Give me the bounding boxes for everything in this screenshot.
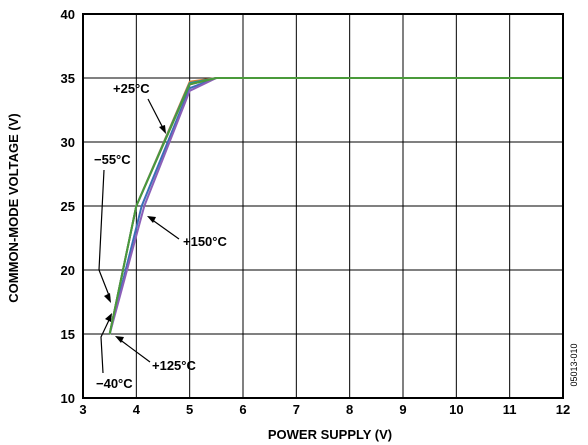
annotation-plus150: +150°C [183,234,227,249]
y-tick-label: 15 [61,327,75,342]
x-tick-labels: 3 4 5 6 7 8 9 10 11 12 [79,402,570,417]
x-tick-label: 9 [399,402,406,417]
annotation-plus150-arrowhead [147,216,156,223]
x-tick-label: 4 [133,402,141,417]
annotations: +25°C −55°C +150°C +125°C −40°C [94,81,227,391]
x-tick-label: 6 [239,402,246,417]
annotation-minus40: −40°C [96,376,133,391]
annotation-plus25: +25°C [113,81,150,96]
y-tick-label: 10 [61,391,75,406]
annotation-minus55-leader [98,169,111,299]
annotation-plus150-arrow [150,218,180,240]
y-tick-label: 20 [61,263,75,278]
annotation-plus25-arrow [147,98,165,131]
annotation-plus25-arrowhead [159,125,166,134]
y-tick-labels: 10 15 20 25 30 35 40 [61,7,75,406]
gridlines [82,13,564,399]
x-tick-label: 8 [346,402,353,417]
annotation-plus125-arrow [118,338,151,363]
y-tick-label: 25 [61,199,75,214]
annotation-minus40-leader [100,317,111,374]
series-line-5 [108,77,563,335]
x-tick-label: 7 [293,402,300,417]
series-lines [108,77,563,335]
annotation-minus40-arrowhead [105,313,112,322]
x-tick-label: 5 [186,402,193,417]
x-tick-label: 12 [556,402,570,417]
plot-frame [82,13,564,399]
annotation-plus125: +125°C [152,358,196,373]
y-tick-label: 30 [61,135,75,150]
x-tick-label: 10 [449,402,463,417]
annotation-minus55-arrowhead [104,293,111,303]
y-axis-title: COMMON-MODE VOLTAGE (V) [6,113,21,302]
y-tick-label: 40 [61,7,75,22]
x-axis-title: POWER SUPPLY (V) [268,427,392,442]
annotation-plus125-arrowhead [115,336,124,343]
annotation-minus55: −55°C [94,152,131,167]
y-tick-label: 35 [61,71,75,86]
x-tick-label: 3 [79,402,86,417]
x-tick-label: 11 [503,402,517,417]
figure-id: 05013-010 [569,343,579,386]
